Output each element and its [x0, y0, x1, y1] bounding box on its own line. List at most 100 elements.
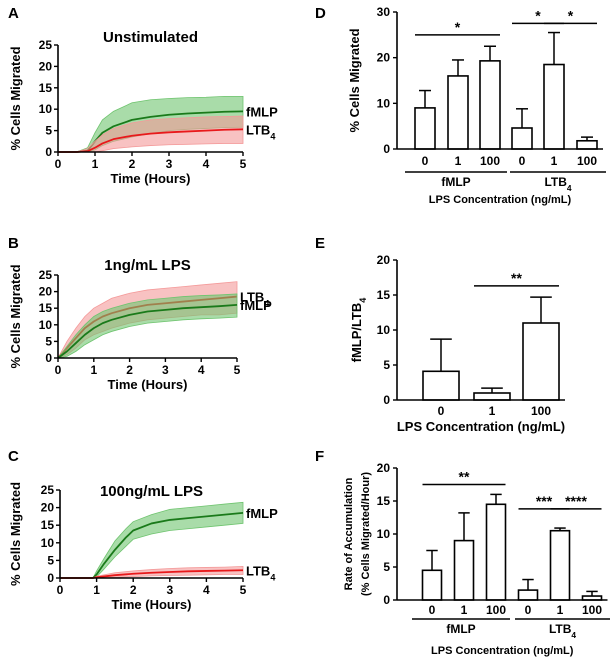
series-label-fmlp: fMLP	[246, 104, 278, 119]
y-axis-label-2: (% Cells Migrated/Hour)	[360, 472, 372, 596]
x-tick-label: 2	[126, 363, 133, 377]
panel-c: 100ng/mL LPS fMLP LTB4 0 5 10 15 20 25 0 1 2 3 4 5 Time…	[8, 482, 278, 612]
band-fmlp	[57, 293, 238, 359]
bar	[511, 127, 533, 150]
significance-label: **	[511, 270, 522, 286]
y-tick-label: 30	[377, 5, 391, 19]
x-tick-label: 2	[130, 583, 137, 597]
significance-label: ***	[536, 493, 553, 509]
y-tick-label: 15	[41, 518, 55, 532]
y-tick-label: 10	[41, 536, 55, 550]
y-tick-label: 5	[45, 124, 52, 138]
panel-label-a: A	[8, 5, 19, 22]
y-tick-label: 5	[383, 358, 390, 372]
y-axis-label: % Cells Migrated	[8, 482, 23, 586]
y-tick-label: 10	[39, 318, 53, 332]
band-fmlp	[60, 501, 244, 579]
y-tick-label: 15	[377, 288, 391, 302]
x-tick-label: 4	[203, 157, 210, 171]
significance-label: **	[459, 469, 470, 485]
x-tick-label: 100	[582, 603, 602, 617]
y-tick-label: 20	[377, 461, 391, 475]
y-tick-label: 20	[39, 285, 53, 299]
x-tick-label: 0	[57, 583, 64, 597]
bar	[522, 322, 560, 401]
y-tick-label: 15	[39, 81, 53, 95]
y-tick-label: 20	[39, 59, 53, 73]
y-tick-label: 15	[377, 494, 391, 508]
panel-label-e: E	[315, 235, 325, 252]
series-label-ltb4: LTB4	[240, 290, 270, 309]
x-tick-label: 5	[240, 583, 247, 597]
y-tick-label: 20	[377, 253, 391, 267]
y-tick-label: 10	[377, 323, 391, 337]
y-tick-label: 5	[47, 553, 54, 567]
x-tick-label: 2	[129, 157, 136, 171]
x-axis-label: LPS Concentration (ng/mL)	[431, 645, 574, 657]
chart-title: 100ng/mL LPS	[100, 483, 203, 500]
panel-e: 0 1 100 0 5 10 15 20 ** LPS Concentration (ng/mL)…	[349, 253, 565, 434]
significance-label: *	[455, 19, 461, 35]
bar	[576, 139, 598, 150]
y-tick-label: 10	[377, 527, 391, 541]
series-label-fmlp: fMLP	[240, 298, 272, 313]
y-tick-label: 0	[45, 351, 52, 365]
y-tick-label: 15	[39, 301, 53, 315]
y-tick-label: 0	[47, 571, 54, 585]
y-axis-label: % Cells Migrated	[347, 28, 362, 132]
x-tick-label: 1	[557, 603, 564, 617]
group-label: fMLP	[446, 622, 475, 636]
bar	[473, 392, 511, 401]
bar	[414, 107, 436, 150]
group-label: LTB4	[549, 622, 576, 640]
x-tick-label: 5	[240, 157, 247, 171]
panel-label-c: C	[8, 448, 19, 465]
x-tick-label: 0	[429, 603, 436, 617]
x-tick-label: 0	[55, 363, 62, 377]
chart-title: Unstimulated	[103, 29, 198, 46]
panel-label-d: D	[315, 5, 326, 22]
line-ltb4	[58, 128, 244, 153]
y-tick-label: 10	[377, 96, 391, 110]
x-tick-label: 3	[166, 583, 173, 597]
x-tick-label: 1	[489, 404, 496, 418]
x-axis-label: LPS Concentration (ng/mL)	[429, 194, 572, 206]
x-tick-label: 0	[55, 157, 62, 171]
significance-label: *	[535, 7, 541, 23]
x-tick-label: 3	[162, 363, 169, 377]
line-fmlp	[57, 303, 238, 359]
series-label-fmlp: fMLP	[246, 506, 278, 521]
y-tick-label: 0	[383, 593, 390, 607]
x-axis-label: LPS Concentration (ng/mL)	[397, 419, 565, 434]
bar	[447, 75, 469, 150]
panel-label-b: B	[8, 235, 19, 252]
y-tick-label: 0	[383, 393, 390, 407]
x-tick-label: 100	[486, 603, 506, 617]
bar	[543, 63, 565, 150]
bar	[421, 569, 443, 601]
series-label-ltb4: LTB4	[246, 122, 276, 141]
series-label-ltb4: LTB4	[246, 563, 276, 582]
group-label: fMLP	[441, 175, 470, 189]
y-tick-label: 20	[377, 51, 391, 65]
y-axis-label: % Cells Migrated	[8, 46, 23, 150]
x-tick-label: 1	[92, 157, 99, 171]
y-tick-label: 0	[45, 145, 52, 159]
x-tick-label: 100	[577, 154, 597, 168]
bar	[485, 503, 507, 601]
x-tick-label: 4	[198, 363, 205, 377]
x-tick-label: 0	[422, 154, 429, 168]
y-tick-label: 0	[383, 142, 390, 156]
y-tick-label: 20	[41, 501, 55, 515]
significance-label: ****	[565, 493, 587, 509]
x-tick-label: 4	[203, 583, 210, 597]
bar	[422, 370, 460, 401]
bar	[453, 539, 475, 601]
x-axis-label: Time (Hours)	[108, 377, 188, 392]
panel-a: Unstimulated fMLP LTB4 0 5 10 15 20 25 0 1 2 3 4 5 Time…	[8, 29, 278, 186]
y-tick-label: 5	[383, 560, 390, 574]
